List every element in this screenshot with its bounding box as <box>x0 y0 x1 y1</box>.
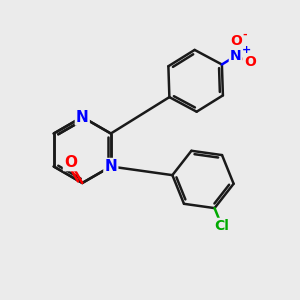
Text: O: O <box>64 155 77 170</box>
Text: -: - <box>242 30 247 40</box>
Text: N: N <box>76 110 89 124</box>
Text: N: N <box>104 159 117 174</box>
Text: N: N <box>230 49 242 63</box>
Text: Cl: Cl <box>214 219 229 233</box>
Text: O: O <box>244 55 256 69</box>
Text: +: + <box>242 45 251 55</box>
Text: O: O <box>231 34 242 48</box>
